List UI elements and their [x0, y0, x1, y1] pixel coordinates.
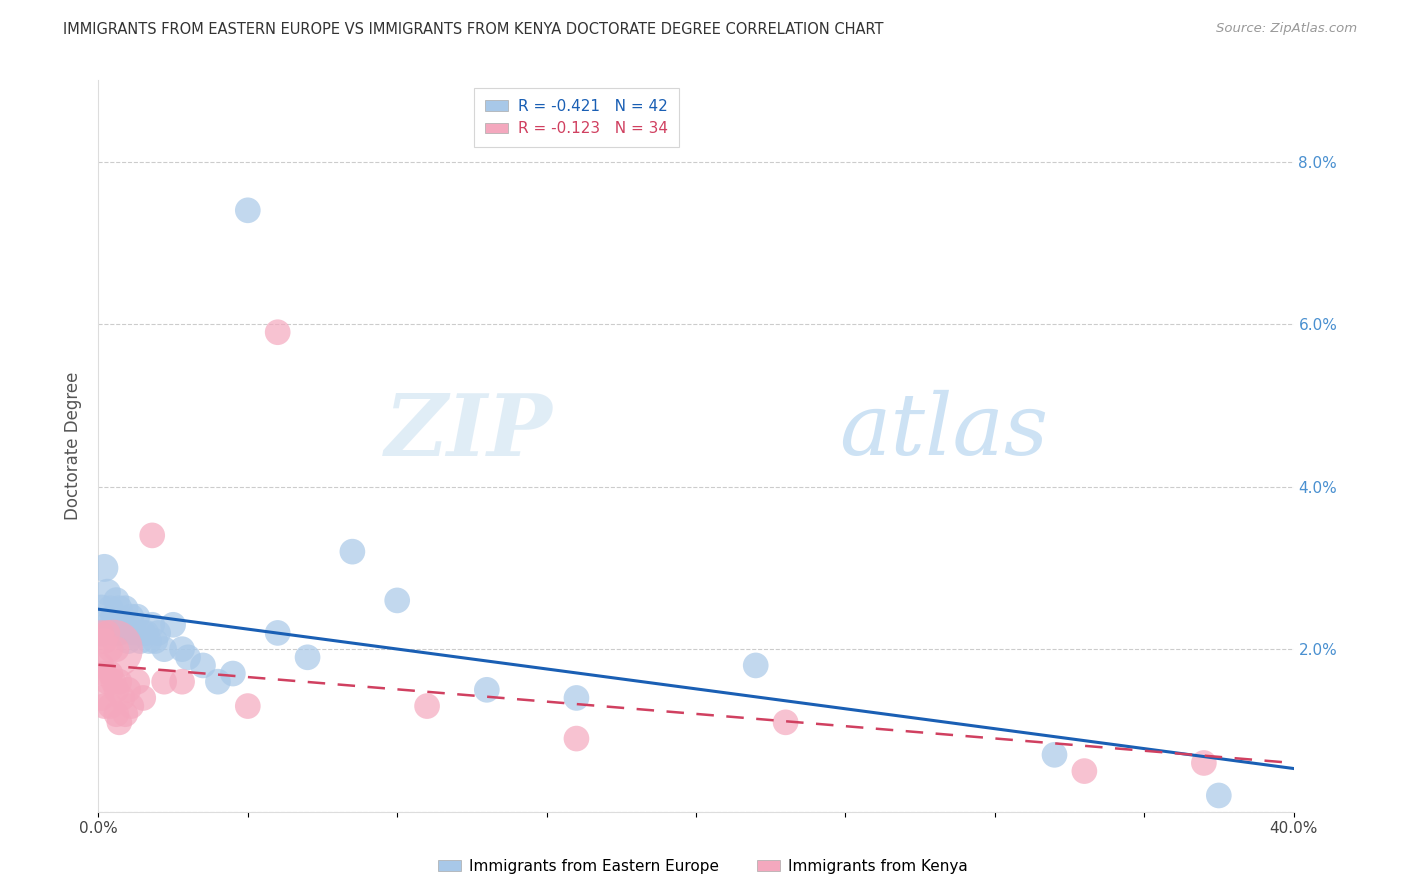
- Point: [236, 203, 259, 218]
- Point: [111, 617, 134, 632]
- Point: [90, 626, 112, 640]
- Point: [103, 642, 125, 657]
- Point: [1073, 764, 1095, 778]
- Point: [132, 626, 155, 640]
- Point: [98, 601, 122, 615]
- Point: [416, 699, 439, 714]
- Point: [1192, 756, 1215, 770]
- Point: [143, 634, 166, 648]
- Point: [117, 682, 139, 697]
- Point: [565, 731, 588, 746]
- Text: atlas: atlas: [839, 390, 1049, 473]
- Point: [90, 690, 112, 705]
- Text: Source: ZipAtlas.com: Source: ZipAtlas.com: [1216, 22, 1357, 36]
- Point: [98, 642, 122, 657]
- Point: [148, 626, 170, 640]
- Point: [96, 674, 118, 689]
- Point: [129, 634, 152, 648]
- Point: [90, 658, 112, 673]
- Point: [297, 650, 319, 665]
- Point: [108, 715, 131, 730]
- Point: [98, 699, 122, 714]
- Point: [385, 593, 409, 607]
- Point: [96, 585, 118, 599]
- Point: [138, 634, 160, 648]
- Point: [191, 658, 214, 673]
- Point: [90, 601, 112, 615]
- Point: [177, 650, 200, 665]
- Text: IMMIGRANTS FROM EASTERN EUROPE VS IMMIGRANTS FROM KENYA DOCTORATE DEGREE CORRELA: IMMIGRANTS FROM EASTERN EUROPE VS IMMIGR…: [63, 22, 884, 37]
- Point: [153, 642, 176, 657]
- Point: [120, 699, 142, 714]
- Legend: Immigrants from Eastern Europe, Immigrants from Kenya: Immigrants from Eastern Europe, Immigran…: [433, 853, 973, 880]
- Text: ZIP: ZIP: [385, 390, 553, 473]
- Point: [236, 699, 259, 714]
- Point: [172, 674, 194, 689]
- Point: [93, 561, 115, 575]
- Point: [222, 666, 245, 681]
- Point: [114, 601, 136, 615]
- Point: [90, 626, 112, 640]
- Point: [141, 617, 163, 632]
- Point: [117, 634, 139, 648]
- Point: [162, 617, 184, 632]
- Point: [475, 682, 498, 697]
- Point: [105, 642, 128, 657]
- Point: [127, 609, 149, 624]
- Point: [93, 634, 115, 648]
- Point: [96, 617, 118, 632]
- Point: [98, 666, 122, 681]
- Point: [132, 690, 155, 705]
- Y-axis label: Doctorate Degree: Doctorate Degree: [63, 372, 82, 520]
- Legend: R = -0.421   N = 42, R = -0.123   N = 34: R = -0.421 N = 42, R = -0.123 N = 34: [474, 88, 679, 147]
- Point: [267, 626, 290, 640]
- Point: [141, 528, 163, 542]
- Point: [111, 690, 134, 705]
- Point: [342, 544, 364, 558]
- Point: [117, 617, 139, 632]
- Point: [120, 609, 142, 624]
- Point: [114, 707, 136, 722]
- Point: [124, 626, 146, 640]
- Point: [108, 674, 131, 689]
- Point: [105, 707, 128, 722]
- Point: [207, 674, 229, 689]
- Point: [565, 690, 588, 705]
- Point: [1208, 789, 1230, 803]
- Point: [105, 682, 128, 697]
- Point: [96, 626, 118, 640]
- Point: [93, 699, 115, 714]
- Point: [103, 626, 125, 640]
- Point: [93, 666, 115, 681]
- Point: [103, 609, 125, 624]
- Point: [127, 674, 149, 689]
- Point: [267, 325, 290, 339]
- Point: [745, 658, 768, 673]
- Point: [108, 626, 131, 640]
- Point: [135, 626, 157, 640]
- Point: [103, 674, 125, 689]
- Point: [1043, 747, 1066, 762]
- Point: [108, 601, 131, 615]
- Point: [153, 674, 176, 689]
- Point: [105, 593, 128, 607]
- Point: [775, 715, 797, 730]
- Point: [172, 642, 194, 657]
